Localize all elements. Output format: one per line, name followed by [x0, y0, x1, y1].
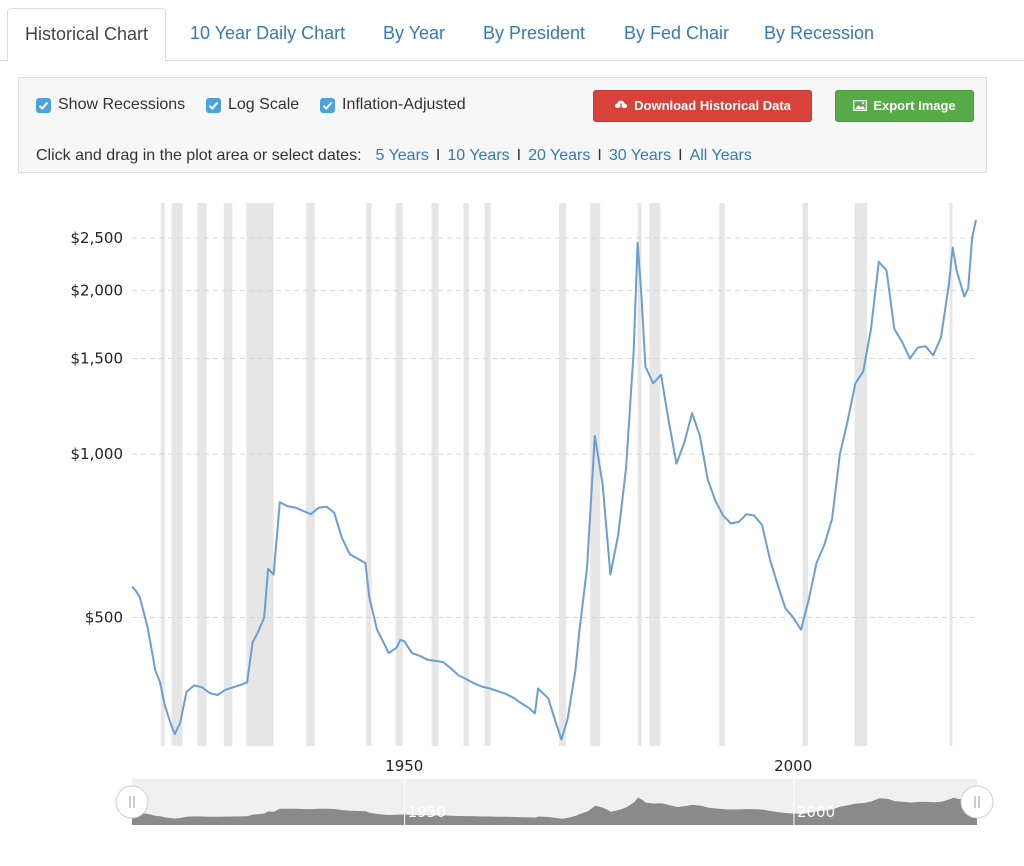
- chart-options-panel: Show Recessions Log Scale Inflation-Adju…: [18, 77, 987, 173]
- log-scale-label: Log Scale: [228, 96, 300, 113]
- y-tick-label: $500: [85, 609, 123, 627]
- show-recessions-checkbox[interactable]: Show Recessions: [36, 96, 185, 114]
- download-historical-data-button[interactable]: Download Historical Data: [593, 90, 812, 122]
- tab-historical-chart[interactable]: Historical Chart: [7, 8, 167, 62]
- y-tick-label: $2,500: [71, 229, 124, 247]
- range-separator: I: [435, 147, 441, 164]
- x-axis-labels: 1950 2000: [385, 757, 812, 775]
- range-30-years-link[interactable]: 30 Years: [608, 147, 672, 164]
- tab-by-fed-chair[interactable]: By Fed Chair: [624, 23, 730, 43]
- checkbox-checked-icon[interactable]: [36, 97, 51, 113]
- range-separator: I: [597, 147, 602, 164]
- recession-band: [395, 203, 403, 746]
- navigator-left-handle[interactable]: [115, 785, 149, 819]
- tab-by-president[interactable]: By President: [483, 23, 586, 43]
- recession-band: [366, 203, 372, 746]
- recession-band: [649, 203, 661, 746]
- recession-band: [197, 203, 207, 746]
- range-5-years-link[interactable]: 5 Years: [375, 147, 429, 164]
- checkbox-checked-icon[interactable]: [206, 97, 221, 113]
- x-tick-label: 2000: [774, 757, 812, 775]
- navigator-year-label: 1950: [408, 803, 446, 821]
- navigator-series-area: [132, 796, 977, 825]
- chart-tabs: Historical Chart 10 Year Daily Chart By …: [0, 0, 1024, 62]
- recession-band: [949, 203, 953, 746]
- date-range-selector: Click and drag in the plot area or selec…: [36, 147, 752, 165]
- range-separator: I: [516, 147, 522, 164]
- range-separator: I: [678, 147, 683, 164]
- recession-band: [637, 203, 642, 746]
- range-20-years-link[interactable]: 20 Years: [528, 147, 591, 164]
- y-tick-label: $1,500: [71, 349, 124, 367]
- recession-band: [484, 203, 491, 746]
- x-tick-label: 1950: [385, 757, 423, 775]
- export-button-label: Export Image: [873, 98, 956, 113]
- recession-band: [160, 203, 165, 746]
- recession-band: [223, 203, 233, 746]
- range-prompt: Click and drag in the plot area or selec…: [36, 147, 362, 164]
- y-tick-label: $1,000: [71, 445, 124, 463]
- range-10-years-link[interactable]: 10 Years: [447, 147, 510, 164]
- inflation-adjusted-label: Inflation-Adjusted: [342, 96, 466, 113]
- show-recessions-label: Show Recessions: [58, 96, 186, 113]
- navigator-right-handle[interactable]: [960, 785, 994, 819]
- y-tick-label: $2,000: [71, 282, 124, 300]
- recession-band: [431, 203, 439, 746]
- navigator-year-label: 2000: [797, 803, 835, 821]
- recession-band: [559, 203, 567, 746]
- download-button-label: Download Historical Data: [634, 98, 791, 113]
- cloud-download-icon: [614, 92, 628, 122]
- navigator-year-labels: 1950 2000: [404, 779, 835, 825]
- recession-band: [854, 203, 868, 746]
- y-gridlines: [132, 237, 976, 619]
- tab-by-year[interactable]: By Year: [383, 23, 446, 43]
- image-icon: [853, 92, 868, 122]
- log-scale-checkbox[interactable]: Log Scale: [206, 96, 299, 114]
- range-navigator[interactable]: 1950 2000: [115, 779, 994, 825]
- recession-band: [719, 203, 725, 746]
- recession-band: [590, 203, 601, 746]
- tab-10-year-daily-chart[interactable]: 10 Year Daily Chart: [190, 23, 346, 43]
- y-axis-labels: $500 $1,000 $1,500 $2,000 $2,500: [71, 229, 124, 627]
- checkbox-checked-icon[interactable]: [320, 97, 335, 113]
- recession-band: [802, 203, 808, 746]
- export-image-button[interactable]: Export Image: [835, 90, 974, 122]
- price-series-line: [131, 219, 977, 741]
- recession-bands: [160, 203, 953, 746]
- range-all-years-link[interactable]: All Years: [689, 147, 752, 164]
- inflation-adjusted-checkbox[interactable]: Inflation-Adjusted: [320, 96, 466, 114]
- recession-band: [306, 203, 315, 746]
- recession-band: [463, 203, 469, 746]
- recession-band: [171, 203, 183, 746]
- tab-by-recession[interactable]: By Recession: [764, 23, 875, 43]
